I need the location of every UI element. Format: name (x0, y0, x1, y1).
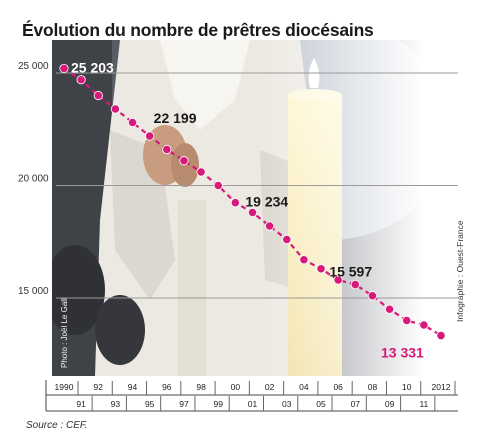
data-point (367, 291, 378, 301)
x-tick-label: 09 (385, 399, 395, 409)
x-tick-label: 92 (94, 382, 104, 392)
x-tick-label: 95 (145, 399, 155, 409)
data-point (436, 330, 446, 341)
data-label: 25 203 (71, 59, 114, 75)
x-tick-label: 00 (231, 382, 241, 392)
y-tick-label: 25 000 (18, 61, 49, 72)
x-tick-label: 1990 (55, 382, 74, 392)
x-tick-label: 93 (111, 399, 121, 409)
data-label: 19 234 (245, 194, 288, 210)
photo-credit: Photo : Joël Le Gall (60, 298, 69, 368)
data-point (127, 117, 138, 128)
data-point (247, 207, 258, 218)
data-point (110, 104, 121, 114)
x-tick-label: 99 (213, 399, 223, 409)
data-label: 22 199 (154, 110, 197, 126)
gridlines (56, 72, 458, 299)
data-point (162, 144, 172, 155)
data-point (213, 180, 223, 191)
x-axis: 1990 92 94 96 98 00 02 04 06 08 10 2012 91 93 95 97 99 01… (45, 380, 458, 412)
data-point (282, 234, 292, 245)
data-label: 13 331 (381, 345, 424, 361)
x-tick-label: 05 (316, 399, 326, 409)
x-tick-label: 03 (282, 399, 292, 409)
data-point (230, 198, 240, 208)
series-points (59, 63, 446, 341)
x-tick-label: 94 (128, 382, 138, 392)
x-tick-label: 10 (402, 382, 412, 392)
data-point (350, 279, 360, 290)
data-labels: 25 203 22 199 19 234 15 597 13 331 (71, 59, 424, 360)
data-point (76, 75, 86, 85)
data-point (316, 264, 326, 274)
x-tick-label: 96 (162, 382, 172, 392)
x-tick-label: 2012 (432, 382, 451, 392)
data-point (59, 63, 69, 74)
x-tick-label: 97 (179, 399, 189, 409)
data-point (179, 156, 189, 166)
data-point (145, 131, 155, 141)
x-tick-label: 98 (196, 382, 206, 392)
data-point (419, 320, 429, 330)
x-tick-label: 07 (351, 399, 361, 409)
data-point (265, 221, 275, 231)
source-note: Source : CEF. (26, 420, 88, 431)
x-tick-label: 91 (76, 399, 86, 409)
data-label: 15 597 (329, 264, 372, 280)
data-point (93, 90, 103, 101)
infographic-credit: Infographie : Ouest-France (455, 220, 465, 322)
data-point (196, 167, 206, 177)
data-point (402, 315, 412, 326)
y-tick-label: 15 000 (18, 286, 49, 297)
chart-title: Évolution du nombre de prêtres diocésain… (22, 20, 374, 40)
y-tick-label: 20 000 (18, 174, 49, 185)
x-tick-label: 06 (333, 382, 343, 392)
x-tick-label: 02 (265, 382, 275, 392)
data-point (384, 304, 395, 314)
data-point (333, 275, 343, 285)
x-tick-label: 08 (368, 382, 378, 392)
x-tick-label: 11 (419, 399, 428, 409)
y-axis-labels: 15 000 20 000 25 000 (18, 61, 49, 297)
x-tick-label: 04 (299, 382, 309, 392)
x-tick-label: 01 (248, 399, 258, 409)
background-photo (52, 40, 424, 376)
data-point (299, 255, 309, 265)
